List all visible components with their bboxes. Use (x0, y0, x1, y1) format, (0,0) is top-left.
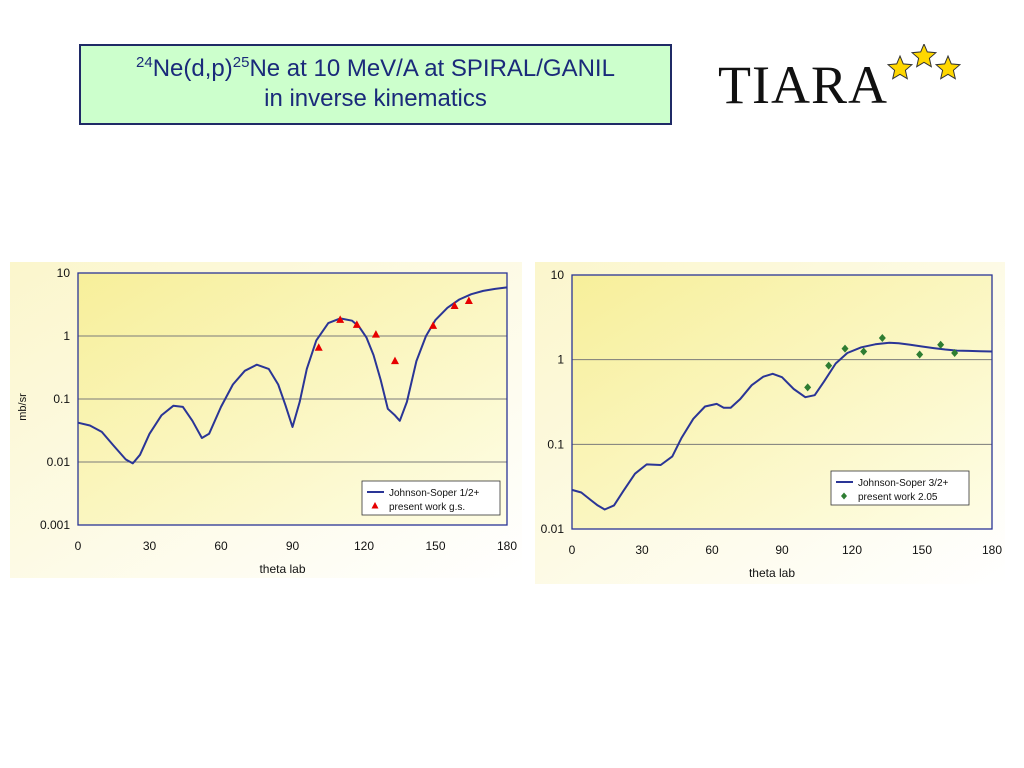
chart-right-panel: 0.01 0.1 1 10 0 30 60 90 120 150 180 theta lab Johns… (535, 262, 1005, 584)
x-tick-label: 30 (635, 543, 649, 557)
y-axis-label: mb/sr (17, 393, 29, 421)
x-tick-label: 150 (912, 543, 932, 557)
data-point (390, 356, 399, 365)
y-tick-label: 0.1 (53, 392, 70, 406)
data-point (804, 383, 812, 392)
data-point (450, 301, 459, 309)
legend-label: Johnson-Soper 1/2+ (389, 488, 480, 499)
star-icon (886, 54, 914, 80)
y-tick-label: 0.001 (40, 518, 70, 532)
data-point (464, 296, 473, 304)
title-line-2: in inverse kinematics (264, 85, 487, 112)
series-line-johnson-soper (77, 286, 508, 465)
data-point (825, 361, 833, 370)
x-tick-label: 150 (425, 539, 445, 553)
tiara-logo: TIARA (718, 44, 968, 120)
star-icon (910, 44, 938, 68)
y-tick-label: 10 (551, 268, 565, 282)
logo-stars (886, 44, 962, 80)
data-point (916, 350, 924, 359)
y-tick-label: 0.01 (47, 455, 71, 469)
x-tick-label: 0 (75, 539, 82, 553)
chart-left-panel: 0.001 0.01 0.1 1 10 0 30 60 90 120 150 180 theta lab… (10, 262, 522, 578)
plot-frame (571, 274, 993, 530)
data-point (878, 334, 886, 343)
y-tick-label: 1 (557, 353, 564, 367)
legend-label: Johnson-Soper 3/2+ (858, 478, 949, 489)
y-tick-label: 1 (63, 329, 70, 343)
x-tick-label: 90 (775, 543, 789, 557)
y-tick-label: 0.01 (541, 522, 565, 536)
data-point (336, 315, 345, 323)
legend-label: present work g.s. (389, 502, 465, 513)
logo-text: TIARA (718, 55, 888, 115)
title-energy-facility: Ne at 10 MeV/A at SPIRAL/GANIL (249, 55, 615, 82)
title-line-1: 24Ne(d,p)25Ne at 10 MeV/A at SPIRAL/GANI… (81, 54, 670, 84)
x-axis-label: theta lab (749, 566, 795, 580)
x-tick-label: 60 (705, 543, 719, 557)
data-point (429, 321, 438, 329)
title-mass-24: 24 (136, 54, 153, 71)
x-tick-label: 0 (569, 543, 576, 557)
plot-frame (77, 272, 508, 526)
data-point (371, 330, 380, 338)
x-tick-label: 120 (354, 539, 374, 553)
x-tick-label: 120 (842, 543, 862, 557)
legend-box (830, 470, 970, 506)
data-point (860, 347, 868, 356)
x-tick-label: 180 (497, 539, 517, 553)
title-mass-25: 25 (232, 54, 250, 71)
legend-marker-swatch (371, 502, 379, 509)
legend-box (361, 480, 501, 516)
data-point (951, 348, 959, 357)
slide-title: 24Ne(d,p)25Ne at 10 MeV/A at SPIRAL/GANI… (79, 44, 672, 125)
title-reaction: Ne(d,p) (152, 55, 233, 82)
x-tick-label: 60 (214, 539, 228, 553)
series-line-johnson-soper (571, 341, 993, 511)
data-point (841, 344, 849, 353)
x-tick-label: 90 (286, 539, 300, 553)
data-point (937, 340, 945, 349)
data-point (352, 320, 361, 328)
legend-label: present work 2.05 (858, 492, 938, 503)
x-tick-label: 30 (143, 539, 157, 553)
star-icon (934, 54, 962, 80)
x-tick-label: 180 (982, 543, 1002, 557)
data-point (314, 343, 323, 351)
legend-marker-swatch (841, 492, 847, 500)
y-tick-label: 0.1 (547, 437, 564, 451)
x-axis-label: theta lab (259, 562, 305, 576)
y-tick-label: 10 (57, 266, 71, 280)
